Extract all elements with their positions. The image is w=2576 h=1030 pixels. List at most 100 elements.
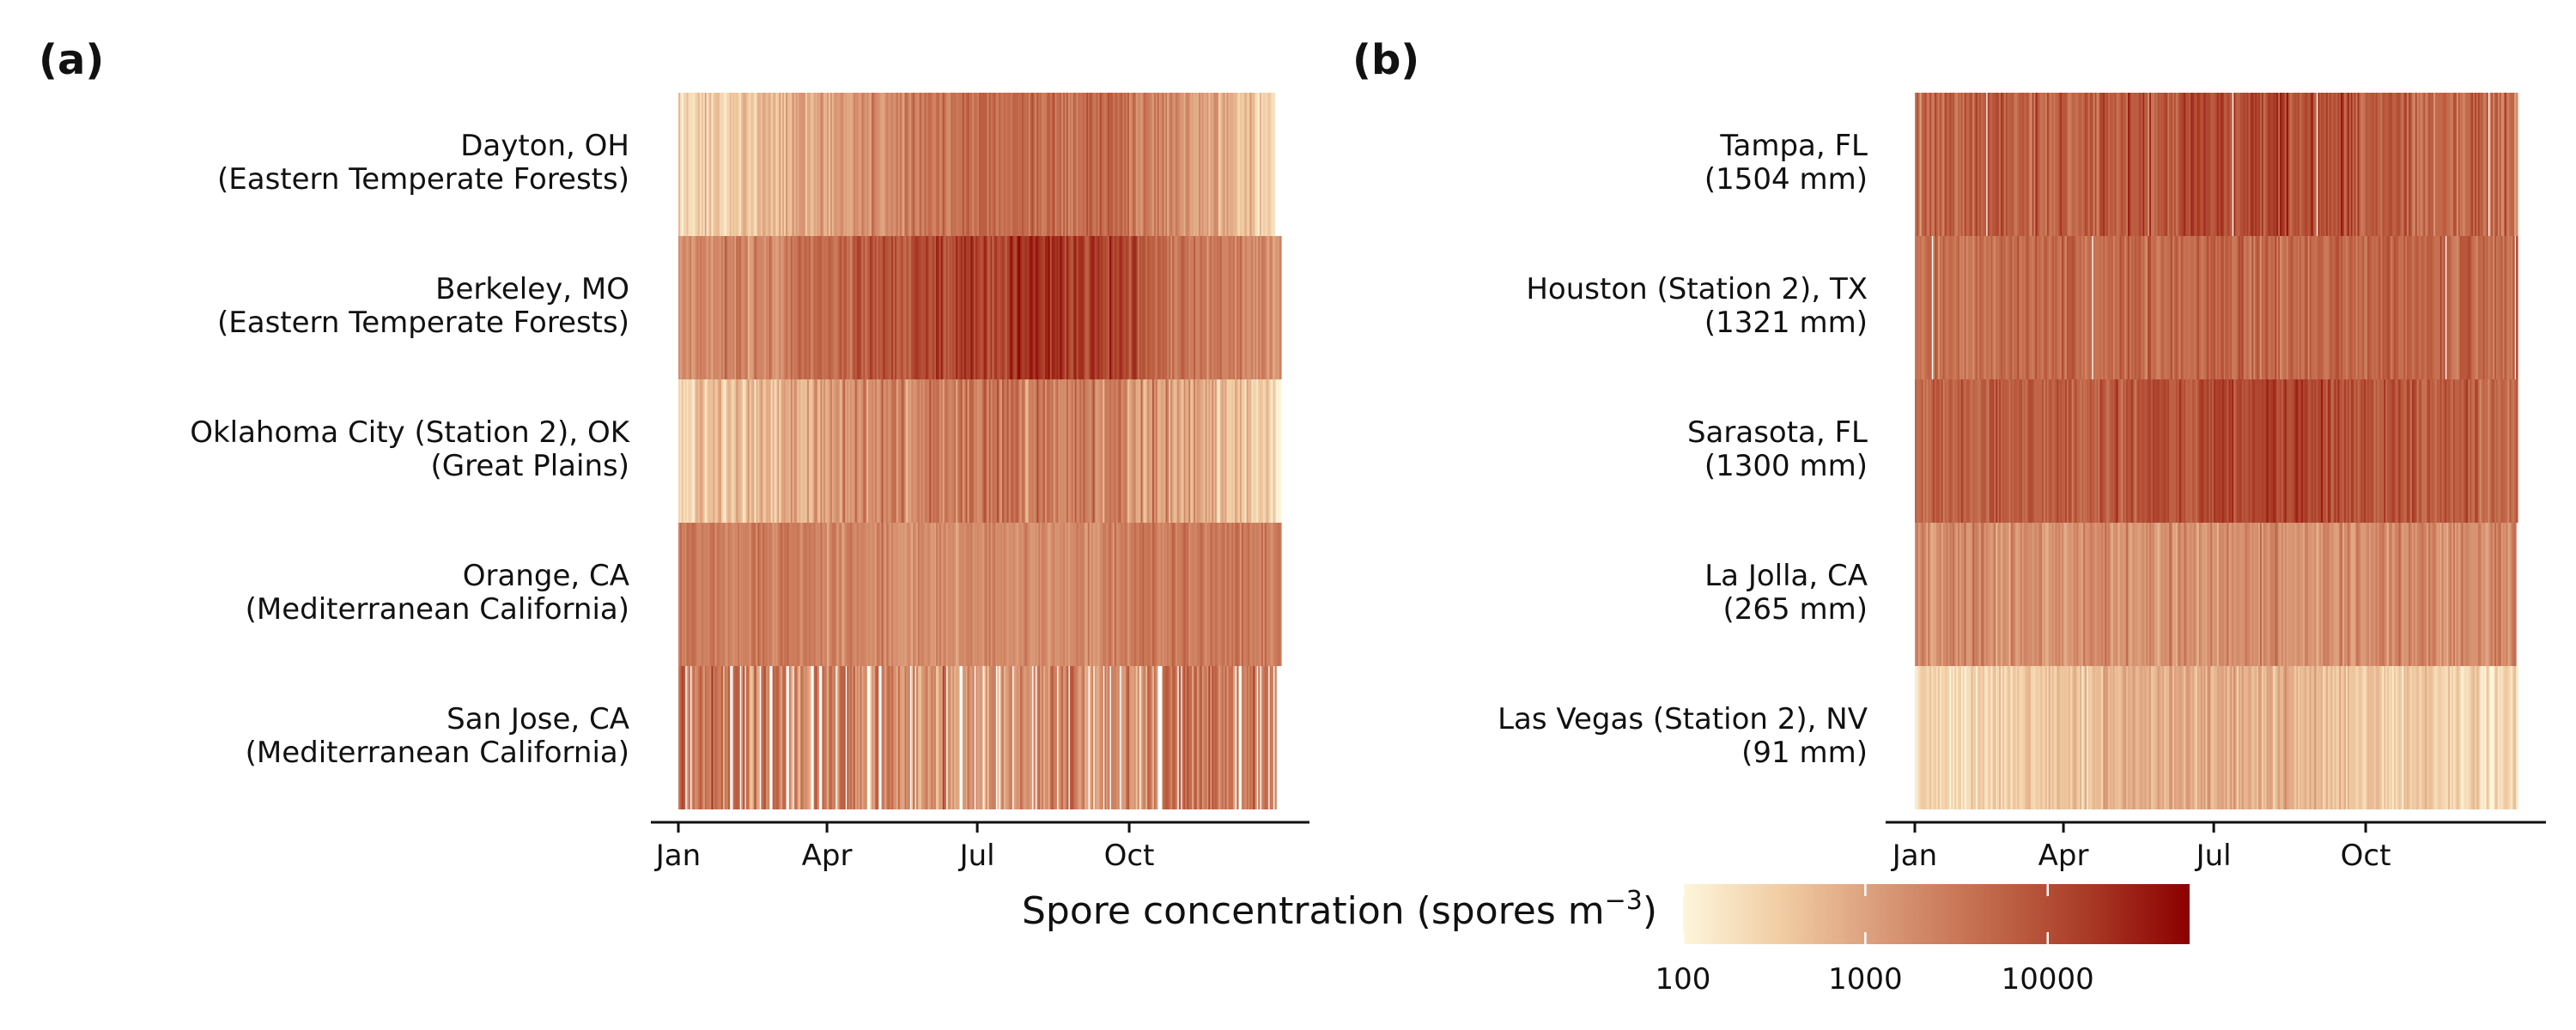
heatmap-cell	[2382, 523, 2385, 666]
heatmap-cell	[1235, 379, 1237, 523]
heatmap-cell	[2275, 379, 2277, 523]
heatmap-cell	[764, 236, 767, 379]
heatmap-cell	[708, 93, 711, 236]
heatmap-cell	[1101, 236, 1103, 379]
heatmap-cell	[2500, 379, 2504, 523]
heatmap-cell	[2195, 666, 2198, 809]
heatmap-cell	[872, 523, 876, 666]
heatmap-cell	[731, 523, 734, 666]
heatmap-cell	[1180, 379, 1183, 523]
heatmap-cell	[1017, 236, 1019, 379]
heatmap-cell	[1144, 379, 1146, 523]
heatmap-cell	[2388, 666, 2391, 809]
heatmap-cell	[909, 93, 912, 236]
heatmap-cell	[2264, 93, 2268, 236]
heatmap-cell	[1223, 666, 1226, 809]
heatmap-cell	[2116, 666, 2119, 809]
heatmap-cell	[2450, 93, 2452, 236]
heatmap-cell	[2019, 93, 2021, 236]
heatmap-cell	[1953, 666, 1955, 809]
heatmap-cell	[2507, 93, 2510, 236]
heatmap-cell	[1261, 379, 1264, 523]
heatmap-cell	[1188, 523, 1191, 666]
heatmap-cell	[1959, 523, 1962, 666]
heatmap-cell	[881, 379, 884, 523]
heatmap-cell	[2202, 379, 2205, 523]
heatmap-cell	[2379, 93, 2381, 236]
heatmap-cell	[2443, 666, 2445, 809]
heatmap-cell	[2250, 666, 2252, 809]
heatmap-cell	[802, 93, 805, 236]
heatmap-cell	[2124, 93, 2127, 236]
heatmap-cell	[2221, 93, 2225, 236]
heatmap-cell	[752, 379, 756, 523]
heatmap-cell	[985, 93, 988, 236]
heatmap-cell	[726, 666, 729, 809]
heatmap-cell	[1276, 379, 1279, 523]
heatmap-cell	[970, 379, 973, 523]
heatmap-cell	[2405, 93, 2408, 236]
heatmap-cell	[734, 523, 737, 666]
heatmap-cell	[1262, 523, 1266, 666]
colorbar-tick-label: 10000	[2002, 962, 2094, 997]
heatmap-cell	[1048, 379, 1051, 523]
heatmap-cell	[2178, 523, 2182, 666]
heatmap-cell	[1239, 379, 1242, 523]
heatmap-cell	[2319, 93, 2322, 236]
heatmap-cell	[1198, 523, 1201, 666]
heatmap-cell	[2154, 93, 2157, 236]
heatmap-cell	[2062, 523, 2064, 666]
heatmap-cell	[904, 236, 908, 379]
heatmap-cell	[831, 379, 835, 523]
heatmap-cell	[795, 236, 799, 379]
x-tick-label: Jul	[2195, 839, 2232, 873]
heatmap-cell	[1130, 379, 1133, 523]
heatmap-cell	[992, 236, 994, 379]
heatmap-cell	[1135, 379, 1139, 523]
heatmap-cell	[1931, 93, 1934, 236]
heatmap-cell	[967, 523, 970, 666]
heatmap-cell	[754, 93, 756, 236]
heatmap-cell	[1026, 93, 1030, 236]
heatmap-cell	[2105, 523, 2107, 666]
heatmap-cell	[2081, 236, 2084, 379]
heatmap-cell	[2094, 379, 2098, 523]
heatmap-cell	[1036, 523, 1039, 666]
heatmap-cell	[1949, 523, 1952, 666]
heatmap-cell	[2119, 666, 2123, 809]
heatmap-cell	[2484, 379, 2488, 523]
heatmap-cell	[942, 93, 945, 236]
heatmap-cell	[1237, 236, 1241, 379]
heatmap-cell	[2116, 93, 2119, 236]
heatmap-cell	[2359, 666, 2361, 809]
heatmap-cell	[1129, 523, 1132, 666]
heatmap-cell	[1992, 379, 1995, 523]
heatmap-cell	[1230, 236, 1232, 379]
heatmap-cell	[934, 93, 937, 236]
heatmap-cell	[1999, 666, 2002, 809]
heatmap-cell	[2171, 93, 2173, 236]
heatmap-cell	[1985, 379, 1989, 523]
heatmap-cell	[1058, 93, 1060, 236]
heatmap-cell	[2171, 523, 2173, 666]
heatmap-cell	[2474, 666, 2477, 809]
heatmap-cell	[2330, 379, 2334, 523]
heatmap-cell	[1089, 236, 1092, 379]
heatmap-cell	[700, 93, 702, 236]
heatmap-cell	[1132, 666, 1135, 809]
heatmap-cell	[2164, 523, 2166, 666]
heatmap-cell	[2141, 93, 2144, 236]
heatmap-cell	[743, 666, 745, 809]
heatmap-cell	[683, 523, 686, 666]
heatmap-cell	[1155, 236, 1158, 379]
heatmap-cell	[2390, 666, 2393, 809]
heatmap-cell	[2020, 236, 2023, 379]
heatmap-cell	[2093, 236, 2096, 379]
heatmap-cell	[693, 523, 696, 666]
heatmap-cell	[858, 379, 861, 523]
heatmap-cell	[822, 666, 824, 809]
heatmap-cell	[1219, 236, 1223, 379]
heatmap-cell	[2441, 93, 2445, 236]
heatmap-cell	[765, 93, 769, 236]
heatmap-cell	[2312, 666, 2316, 809]
